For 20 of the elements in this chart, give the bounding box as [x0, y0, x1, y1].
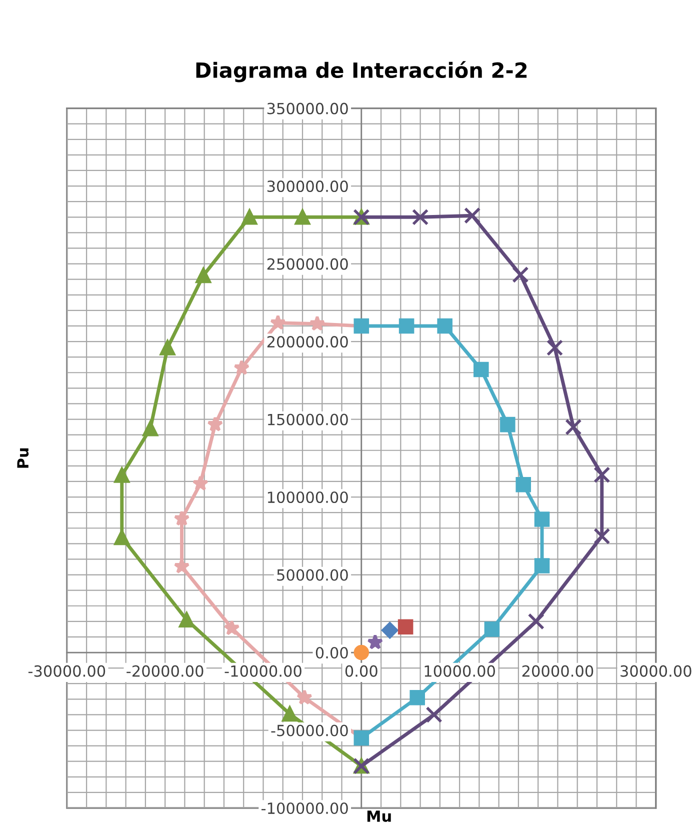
y-tick-label: 300000.00 — [267, 180, 348, 192]
x-tick-label: 20000.00 — [522, 665, 594, 677]
y-tick-label: 250000.00 — [267, 258, 348, 270]
y-tick-label: 150000.00 — [268, 414, 348, 426]
x-tick-label: 10000.00 — [424, 665, 495, 677]
x-tick-label: -30000.00 — [28, 665, 106, 677]
y-tick-label: 0.00 — [316, 646, 348, 659]
x-tick-label: -20000.00 — [126, 665, 204, 677]
x-tick-label: 0.00 — [345, 665, 378, 677]
y-tick-label: 50000.00 — [277, 569, 348, 581]
y-tick-label: -100000.00 — [262, 802, 348, 814]
y-tick-label: -50000.00 — [271, 724, 348, 736]
chart-title: Diagrama de Interacción 2-2 — [196, 61, 527, 82]
y-axis-title: Pu — [17, 448, 29, 468]
y-tick-label: 350000.00 — [267, 102, 348, 114]
y-tick-label: 200000.00 — [267, 336, 348, 348]
x-tick-label: -10000.00 — [224, 665, 302, 677]
x-axis-title: Mu — [367, 810, 391, 822]
x-tick-label: 30000.00 — [620, 665, 692, 677]
y-tick-label: 100000.00 — [268, 491, 348, 504]
